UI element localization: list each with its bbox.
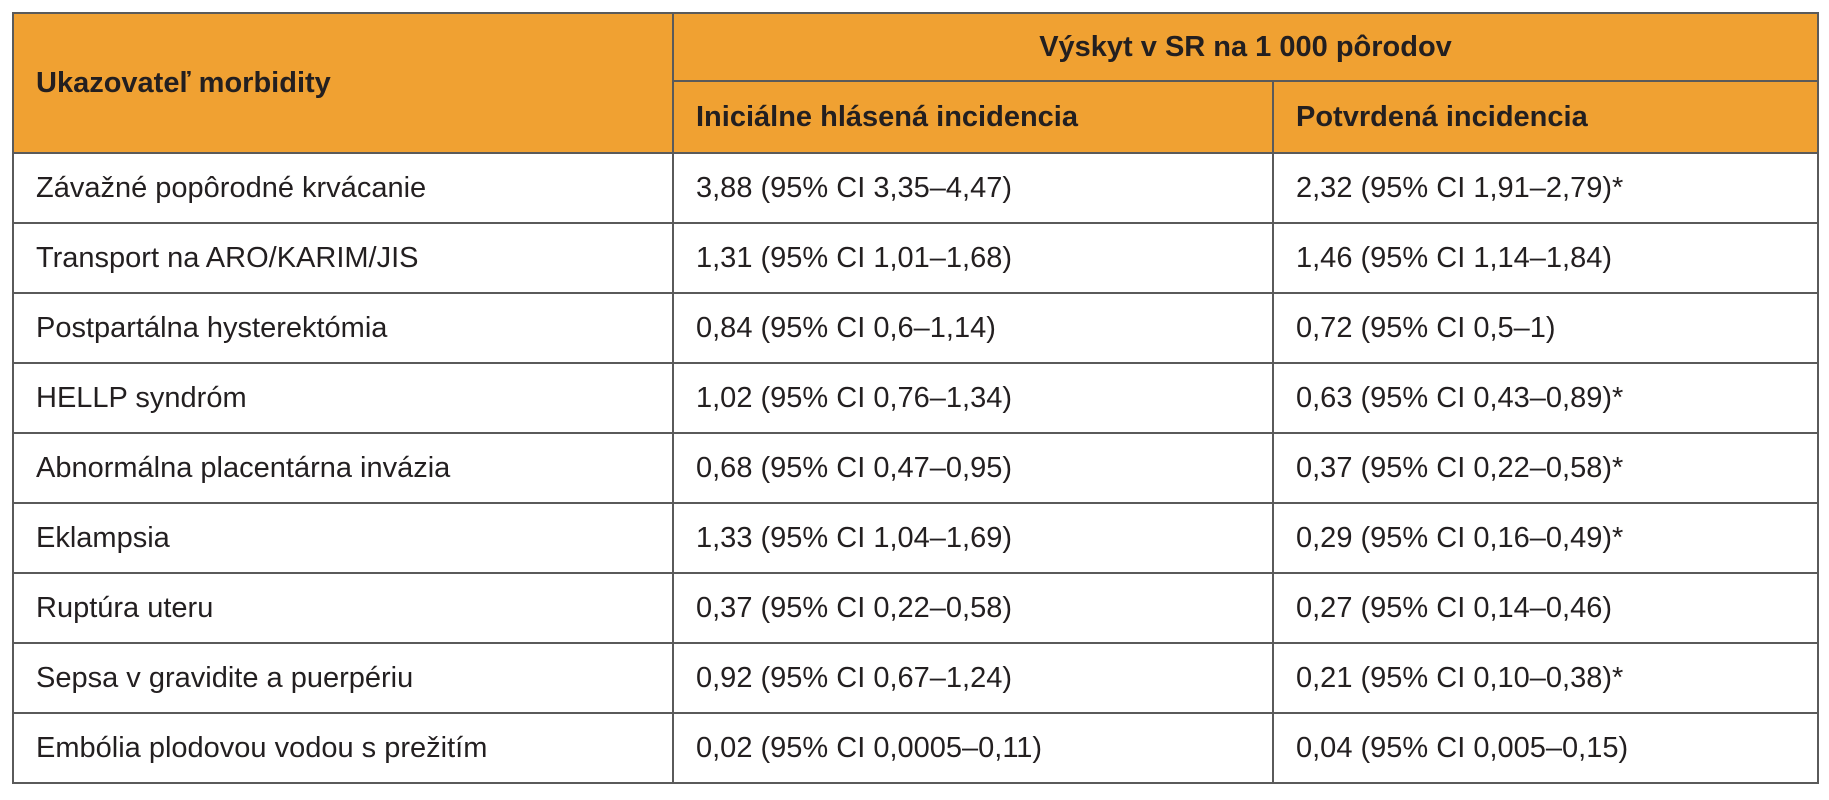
cell-initial: 0,84 (95% CI 0,6–1,14) xyxy=(672,292,1274,364)
cell-confirmed: 0,63 (95% CI 0,43–0,89)* xyxy=(1272,362,1819,434)
table-row: Eklampsia 1,33 (95% CI 1,04–1,69) 0,29 (… xyxy=(12,502,1819,574)
header-group-occurrence: Výskyt v SR na 1 000 pôrodov xyxy=(672,12,1819,82)
table-row: Sepsa v gravidite a puerpériu 0,92 (95% … xyxy=(12,642,1819,714)
morbidity-table: Ukazovateľ morbidity Výskyt v SR na 1 00… xyxy=(12,12,1819,784)
cell-initial: 3,88 (95% CI 3,35–4,47) xyxy=(672,152,1274,224)
table-row: Postpartálna hysterektómia 0,84 (95% CI … xyxy=(12,292,1819,364)
cell-initial: 1,31 (95% CI 1,01–1,68) xyxy=(672,222,1274,294)
table-row: Transport na ARO/KARIM/JIS 1,31 (95% CI … xyxy=(12,222,1819,294)
table-row: Abnormálna placentárna invázia 0,68 (95%… xyxy=(12,432,1819,504)
cell-initial: 1,02 (95% CI 0,76–1,34) xyxy=(672,362,1274,434)
cell-confirmed: 0,27 (95% CI 0,14–0,46) xyxy=(1272,572,1819,644)
cell-initial: 0,92 (95% CI 0,67–1,24) xyxy=(672,642,1274,714)
cell-initial: 1,33 (95% CI 1,04–1,69) xyxy=(672,502,1274,574)
cell-initial: 0,37 (95% CI 0,22–0,58) xyxy=(672,572,1274,644)
cell-confirmed: 0,21 (95% CI 0,10–0,38)* xyxy=(1272,642,1819,714)
cell-indicator: Sepsa v gravidite a puerpériu xyxy=(12,642,674,714)
header-row-top: Ukazovateľ morbidity Výskyt v SR na 1 00… xyxy=(12,12,1819,154)
cell-confirmed: 0,37 (95% CI 0,22–0,58)* xyxy=(1272,432,1819,504)
table-body: Závažné popôrodné krvácanie 3,88 (95% CI… xyxy=(12,152,1819,784)
cell-initial: 0,68 (95% CI 0,47–0,95) xyxy=(672,432,1274,504)
cell-indicator: Abnormálna placentárna invázia xyxy=(12,432,674,504)
cell-confirmed: 0,72 (95% CI 0,5–1) xyxy=(1272,292,1819,364)
header-row-sub: Iniciálne hlásená incidencia Potvrdená i… xyxy=(13,80,1819,154)
cell-indicator: Postpartálna hysterektómia xyxy=(12,292,674,364)
cell-indicator: Ruptúra uteru xyxy=(12,572,674,644)
cell-indicator: Transport na ARO/KARIM/JIS xyxy=(12,222,674,294)
cell-indicator: Embólia plodovou vodou s prežitím xyxy=(12,712,674,784)
table-row: HELLP syndróm 1,02 (95% CI 0,76–1,34) 0,… xyxy=(12,362,1819,434)
cell-confirmed: 2,32 (95% CI 1,91–2,79)* xyxy=(1272,152,1819,224)
header-initial-incidence: Iniciálne hlásená incidencia xyxy=(672,80,1274,154)
table-row: Embólia plodovou vodou s prežitím 0,02 (… xyxy=(12,712,1819,784)
cell-confirmed: 0,04 (95% CI 0,005–0,15) xyxy=(1272,712,1819,784)
table-row: Ruptúra uteru 0,37 (95% CI 0,22–0,58) 0,… xyxy=(12,572,1819,644)
table-row: Závažné popôrodné krvácanie 3,88 (95% CI… xyxy=(12,152,1819,224)
cell-confirmed: 0,29 (95% CI 0,16–0,49)* xyxy=(1272,502,1819,574)
cell-indicator: Závažné popôrodné krvácanie xyxy=(12,152,674,224)
cell-confirmed: 1,46 (95% CI 1,14–1,84) xyxy=(1272,222,1819,294)
header-confirmed-incidence: Potvrdená incidencia xyxy=(1272,80,1819,154)
cell-indicator: HELLP syndróm xyxy=(12,362,674,434)
table-header: Ukazovateľ morbidity Výskyt v SR na 1 00… xyxy=(12,12,1819,154)
cell-initial: 0,02 (95% CI 0,0005–0,11) xyxy=(672,712,1274,784)
cell-indicator: Eklampsia xyxy=(12,502,674,574)
header-indicator: Ukazovateľ morbidity xyxy=(12,12,674,154)
